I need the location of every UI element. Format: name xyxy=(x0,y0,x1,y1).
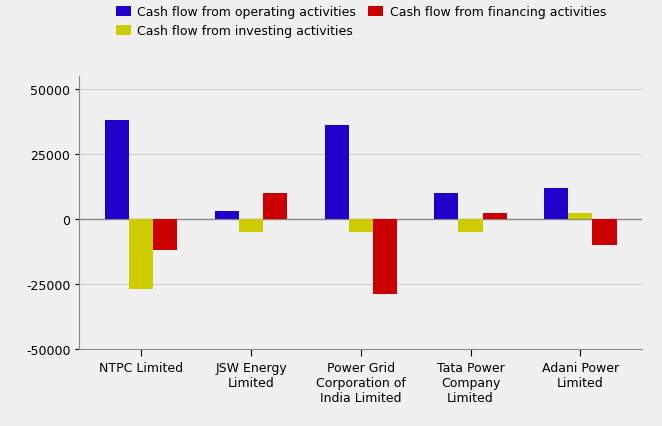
Bar xyxy=(568,213,592,219)
Bar xyxy=(263,193,287,219)
Bar xyxy=(105,121,129,219)
Bar xyxy=(349,219,373,233)
Bar xyxy=(483,213,507,219)
Bar xyxy=(592,219,616,245)
Bar xyxy=(544,188,568,219)
Bar xyxy=(373,219,397,295)
Bar xyxy=(434,193,459,219)
Bar xyxy=(459,219,483,233)
Bar xyxy=(324,126,349,219)
Bar xyxy=(129,219,154,290)
Bar xyxy=(214,212,239,219)
Bar xyxy=(239,219,263,233)
Legend: Cash flow from operating activities, Cash flow from investing activities, Cash f: Cash flow from operating activities, Cas… xyxy=(111,1,611,43)
Bar xyxy=(154,219,177,250)
